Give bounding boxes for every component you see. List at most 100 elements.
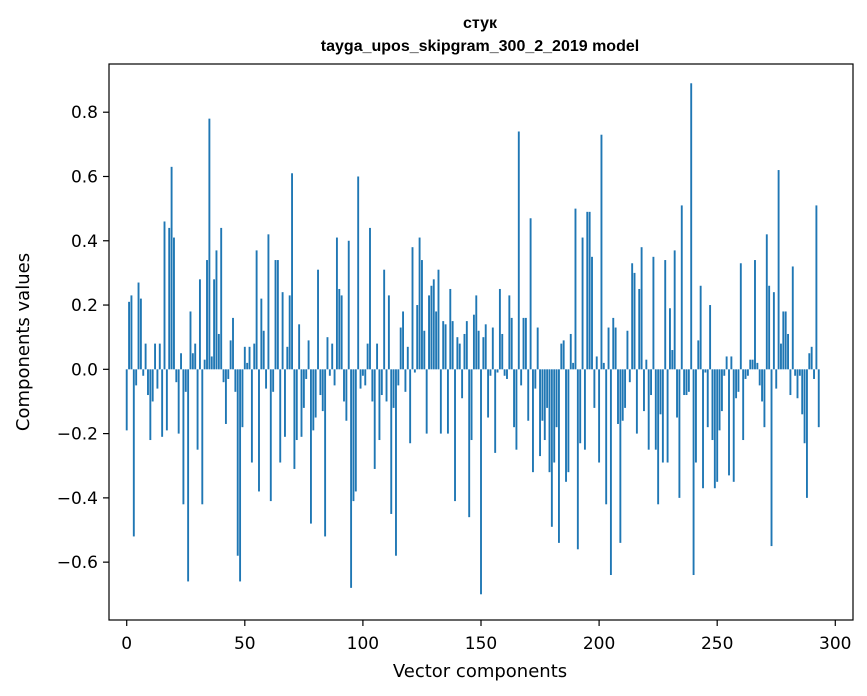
x-tick-label: 100	[347, 634, 379, 654]
bar-44	[229, 340, 232, 370]
bar-248	[711, 369, 714, 441]
bar-218	[640, 247, 643, 370]
bar-126	[423, 330, 426, 370]
bar-34	[206, 260, 208, 370]
x-tick-label: 150	[465, 634, 497, 654]
bar-282	[791, 266, 794, 370]
bar-76	[305, 369, 308, 379]
bar-208	[617, 369, 619, 424]
bar-270	[763, 369, 766, 428]
bar-139	[454, 369, 456, 502]
bar-161	[506, 369, 508, 379]
bar-85	[326, 337, 329, 370]
bar-192	[579, 369, 582, 444]
bar-23	[180, 353, 182, 370]
bar-160	[503, 369, 506, 376]
bar-231	[671, 350, 674, 370]
bar-91	[340, 295, 343, 370]
bar-165	[515, 369, 518, 450]
bar-212	[626, 330, 629, 370]
bar-120	[409, 369, 412, 444]
bar-43	[227, 369, 230, 379]
bar-176	[541, 369, 544, 421]
bar-223	[652, 256, 655, 370]
bar-156	[494, 369, 497, 453]
bar-265	[751, 359, 754, 370]
bar-15	[161, 369, 164, 437]
bar-259	[737, 369, 740, 392]
x-axis-ticks: 0 50 100 150 200 250 300	[121, 620, 852, 654]
bar-99	[359, 369, 362, 389]
bar-283	[794, 369, 797, 376]
bar-129	[430, 285, 433, 370]
bar-206	[612, 317, 615, 370]
bar-171	[529, 218, 532, 370]
bar-116	[399, 327, 402, 370]
bar-20	[173, 237, 175, 370]
y-tick-label: −0.4	[57, 489, 98, 509]
bar-101	[364, 369, 367, 386]
bar-105	[373, 369, 376, 469]
bar-29	[194, 343, 197, 370]
bar-180	[550, 369, 553, 527]
bar-293	[817, 369, 820, 428]
bar-276	[777, 170, 780, 370]
bar-104	[371, 369, 374, 402]
bar-219	[643, 369, 645, 412]
bar-113	[392, 369, 395, 408]
bar-75	[302, 369, 305, 408]
bar-278	[782, 311, 785, 370]
bar-274	[772, 292, 775, 370]
chart-title-line2: tayga_upos_skipgram_300_2_2019 model	[321, 38, 639, 55]
bar-19	[170, 166, 173, 370]
bar-224	[654, 369, 657, 450]
bar-287	[803, 369, 806, 444]
bar-69	[288, 295, 291, 370]
y-tick-label: 0.0	[71, 360, 98, 380]
bar-188	[569, 333, 572, 370]
bar-134	[442, 321, 445, 370]
bar-182	[555, 369, 558, 428]
bar-144	[465, 321, 468, 370]
bar-242	[697, 340, 700, 370]
bar-201	[600, 134, 603, 370]
bar-205	[609, 369, 612, 576]
bar-246	[706, 369, 709, 428]
x-tick-label: 0	[121, 634, 132, 654]
bar-96	[352, 369, 355, 502]
bar-216	[635, 369, 638, 434]
bar-257	[732, 369, 735, 482]
x-tick-label: 50	[234, 634, 256, 654]
bar-54	[253, 343, 256, 370]
bar-56	[258, 369, 260, 492]
bar-152	[484, 324, 487, 370]
bar-11	[151, 369, 154, 402]
bar-32	[201, 369, 204, 505]
bar-90	[338, 288, 341, 370]
bar-117	[402, 311, 404, 370]
x-tick-label: 300	[819, 634, 851, 654]
bar-141	[458, 343, 461, 370]
bar-48	[239, 369, 242, 582]
bar-86	[328, 369, 331, 376]
bar-210	[621, 369, 624, 421]
bar-74	[300, 369, 303, 437]
y-tick-label: 0.8	[71, 103, 98, 123]
bar-100	[361, 369, 364, 376]
bar-121	[411, 247, 414, 370]
bar-251	[718, 369, 721, 431]
bar-0	[125, 369, 128, 431]
bar-258	[735, 369, 738, 399]
bar-50	[243, 346, 246, 370]
bar-77	[307, 340, 310, 370]
bar-103	[369, 227, 371, 370]
bar-183	[558, 369, 560, 543]
bar-162	[508, 295, 511, 370]
bar-177	[543, 369, 546, 441]
bar-138	[451, 321, 454, 370]
bar-273	[770, 369, 773, 547]
bar-292	[815, 205, 818, 370]
bar-135	[444, 324, 447, 370]
bar-series	[125, 83, 820, 595]
bar-148	[475, 295, 478, 370]
